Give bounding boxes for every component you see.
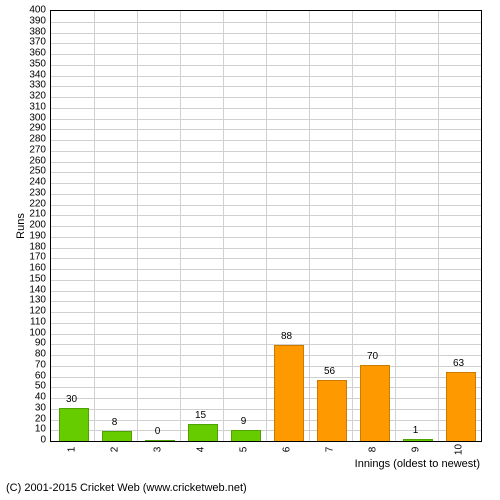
xtick-label: 4 xyxy=(195,440,206,460)
gridline-v xyxy=(94,11,95,441)
bar xyxy=(446,372,476,441)
ytick-label: 340 xyxy=(16,69,46,80)
copyright-text: (C) 2001-2015 Cricket Web (www.cricketwe… xyxy=(6,482,247,494)
ytick-label: 260 xyxy=(16,155,46,166)
ytick-label: 210 xyxy=(16,209,46,220)
xtick-label: 2 xyxy=(109,440,120,460)
ytick-label: 370 xyxy=(16,37,46,48)
ytick-label: 350 xyxy=(16,58,46,69)
xtick-label: 1 xyxy=(66,440,77,460)
ytick-label: 170 xyxy=(16,252,46,263)
gridline-v xyxy=(352,11,353,441)
chart-container: Runs Innings (oldest to newest) (C) 2001… xyxy=(0,0,500,500)
ytick-label: 330 xyxy=(16,80,46,91)
xtick-label: 9 xyxy=(410,440,421,460)
ytick-label: 280 xyxy=(16,134,46,145)
xtick-label: 8 xyxy=(367,440,378,460)
ytick-label: 200 xyxy=(16,220,46,231)
x-axis-label: Innings (oldest to newest) xyxy=(355,458,480,470)
bar xyxy=(188,424,218,441)
plot-area xyxy=(50,10,482,442)
bar-value-label: 30 xyxy=(52,394,92,405)
bar-value-label: 88 xyxy=(267,331,307,342)
bar xyxy=(317,380,347,441)
ytick-label: 90 xyxy=(16,338,46,349)
gridline-v xyxy=(438,11,439,441)
gridline-v xyxy=(223,11,224,441)
ytick-label: 160 xyxy=(16,263,46,274)
ytick-label: 110 xyxy=(16,316,46,327)
ytick-label: 80 xyxy=(16,349,46,360)
xtick-label: 5 xyxy=(238,440,249,460)
ytick-label: 40 xyxy=(16,392,46,403)
ytick-label: 400 xyxy=(16,5,46,16)
ytick-label: 10 xyxy=(16,424,46,435)
bar-value-label: 56 xyxy=(310,366,350,377)
ytick-label: 230 xyxy=(16,187,46,198)
ytick-label: 0 xyxy=(16,435,46,446)
ytick-label: 130 xyxy=(16,295,46,306)
ytick-label: 220 xyxy=(16,198,46,209)
ytick-label: 240 xyxy=(16,177,46,188)
bar-value-label: 0 xyxy=(138,426,178,437)
ytick-label: 100 xyxy=(16,327,46,338)
xtick-label: 10 xyxy=(453,440,464,460)
ytick-label: 380 xyxy=(16,26,46,37)
ytick-label: 60 xyxy=(16,370,46,381)
ytick-label: 300 xyxy=(16,112,46,123)
xtick-label: 3 xyxy=(152,440,163,460)
gridline-v xyxy=(266,11,267,441)
bar-value-label: 15 xyxy=(181,410,221,421)
bar-value-label: 9 xyxy=(224,416,264,427)
ytick-label: 20 xyxy=(16,413,46,424)
gridline-v xyxy=(180,11,181,441)
ytick-label: 270 xyxy=(16,144,46,155)
bar-value-label: 1 xyxy=(396,425,436,436)
bar-value-label: 8 xyxy=(95,417,135,428)
ytick-label: 390 xyxy=(16,15,46,26)
ytick-label: 50 xyxy=(16,381,46,392)
ytick-label: 30 xyxy=(16,402,46,413)
bar xyxy=(59,408,89,441)
bar-value-label: 63 xyxy=(439,358,479,369)
ytick-label: 120 xyxy=(16,306,46,317)
ytick-label: 320 xyxy=(16,91,46,102)
ytick-label: 290 xyxy=(16,123,46,134)
bar xyxy=(360,365,390,441)
bar-value-label: 70 xyxy=(353,351,393,362)
ytick-label: 190 xyxy=(16,230,46,241)
xtick-label: 7 xyxy=(324,440,335,460)
ytick-label: 360 xyxy=(16,48,46,59)
bar xyxy=(274,345,304,441)
ytick-label: 70 xyxy=(16,359,46,370)
ytick-label: 180 xyxy=(16,241,46,252)
xtick-label: 6 xyxy=(281,440,292,460)
ytick-label: 250 xyxy=(16,166,46,177)
gridline-v xyxy=(395,11,396,441)
ytick-label: 140 xyxy=(16,284,46,295)
ytick-label: 310 xyxy=(16,101,46,112)
gridline-v xyxy=(137,11,138,441)
ytick-label: 150 xyxy=(16,273,46,284)
